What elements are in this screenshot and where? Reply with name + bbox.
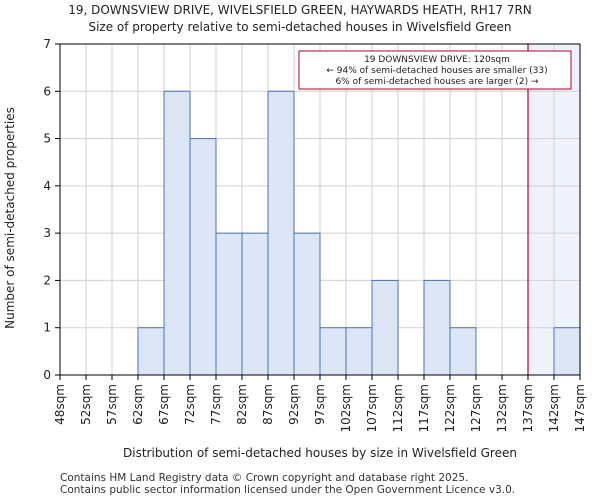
y-tick-label: 2 [43, 273, 51, 287]
footer-line2: Contains public sector information licen… [60, 484, 516, 496]
histogram-bar [423, 279, 451, 376]
histogram-bar [319, 327, 347, 376]
x-tick-label: 107sqm [365, 384, 379, 432]
annotation-line3: 6% of semi-detached houses are larger (2… [335, 77, 539, 87]
y-tick-label: 5 [43, 132, 51, 146]
chart-title-line1: 19, DOWNSVIEW DRIVE, WIVELSFIELD GREEN, … [68, 3, 532, 17]
x-tick-label: 142sqm [547, 384, 561, 432]
x-tick-label: 57sqm [105, 384, 119, 425]
histogram-bar [553, 327, 581, 376]
histogram-bar [137, 327, 165, 376]
x-tick-label: 52sqm [79, 384, 93, 425]
y-axis-label: Number of semi-detached properties [3, 107, 17, 329]
histogram-bar [189, 138, 217, 376]
x-tick-label: 67sqm [157, 384, 171, 425]
chart-title-line2: Size of property relative to semi-detach… [88, 20, 511, 34]
annotation-box: 19 DOWNSVIEW DRIVE: 120sqm ← 94% of semi… [298, 50, 572, 90]
histogram-bar [371, 279, 399, 376]
annotation-line1: 19 DOWNSVIEW DRIVE: 120sqm [364, 55, 510, 65]
y-tick-label: 4 [43, 179, 51, 193]
x-tick-label: 122sqm [443, 384, 457, 432]
y-tick-label: 0 [43, 368, 51, 382]
x-tick-label: 112sqm [391, 384, 405, 432]
annotation-line2: ← 94% of semi-detached houses are smalle… [326, 66, 547, 76]
annotation-frame [298, 50, 572, 90]
x-tick-label: 127sqm [469, 384, 483, 432]
x-axis-label: Distribution of semi-detached houses by … [123, 446, 517, 460]
histogram-bar [449, 327, 477, 376]
x-tick-label: 72sqm [183, 384, 197, 425]
x-tick-label: 147sqm [573, 384, 587, 432]
x-tick-label: 117sqm [417, 384, 431, 432]
x-tick-label: 62sqm [131, 384, 145, 425]
x-tick-label: 87sqm [261, 384, 275, 425]
histogram-bar [345, 327, 373, 376]
histogram-bar [267, 90, 295, 376]
y-tick-label: 1 [43, 321, 51, 335]
histogram-bar [215, 232, 243, 376]
x-tick-label: 48sqm [53, 384, 67, 425]
x-tick-label: 137sqm [521, 384, 535, 432]
x-tick-label: 97sqm [313, 384, 327, 425]
x-tick-label: 132sqm [495, 384, 509, 432]
x-tick-label: 92sqm [287, 384, 301, 425]
histogram-bar [163, 90, 191, 376]
histogram-bar [241, 232, 269, 376]
y-tick-label: 3 [43, 226, 51, 240]
x-tick-label: 77sqm [209, 384, 223, 425]
x-tick-label: 82sqm [235, 384, 249, 425]
y-tick-label: 6 [43, 84, 51, 98]
y-tick-label: 7 [43, 37, 51, 51]
x-tick-label: 102sqm [339, 384, 353, 432]
footer-line1: Contains HM Land Registry data © Crown c… [60, 472, 469, 484]
histogram-bar [293, 232, 321, 376]
